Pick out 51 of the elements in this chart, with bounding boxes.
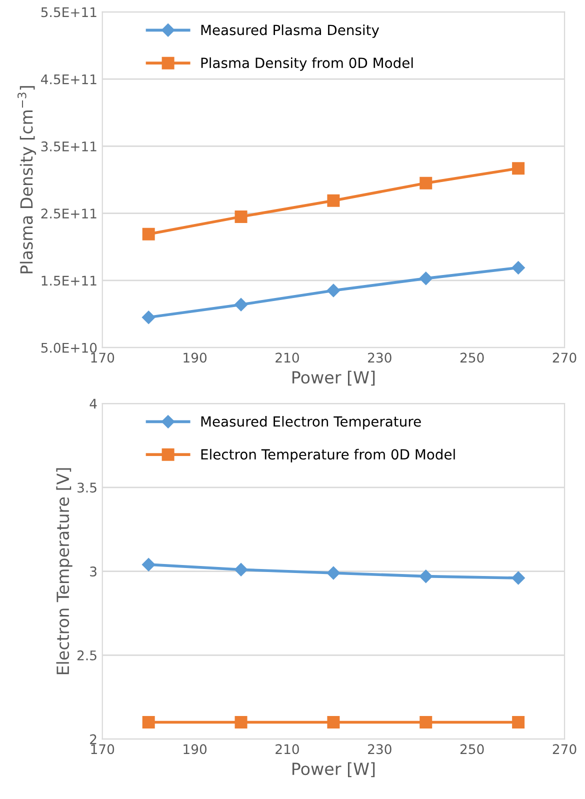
point: [142, 716, 155, 729]
legend-label: Plasma Density from 0D Model: [201, 57, 413, 71]
x-tick-label: 270: [552, 744, 576, 754]
point: [326, 284, 340, 298]
x-tick-label: 170: [91, 352, 114, 363]
point: [512, 162, 525, 175]
point: [327, 716, 340, 729]
y-tick-label: 5.0E+10: [41, 342, 97, 353]
point: [512, 716, 525, 729]
point: [142, 558, 156, 572]
x-tick-label: 230: [368, 744, 392, 754]
point: [419, 272, 432, 286]
x-tick-label: 210: [276, 352, 299, 363]
y-tick-label: 4: [90, 398, 97, 409]
x-tick-label: 230: [368, 352, 392, 363]
x-axis-title: Power [W]: [292, 762, 375, 778]
y-axis-title: Electron Temperature [V]: [56, 468, 72, 674]
x-tick-label: 210: [276, 744, 299, 754]
point: [512, 261, 525, 274]
y-tick-label: 5.5E+11: [41, 7, 96, 18]
point: [419, 570, 432, 583]
x-axis-title: Power [W]: [292, 370, 375, 386]
y-tick-label: 2.5E+11: [41, 208, 96, 219]
point: [420, 176, 432, 190]
x-tick-label: 170: [91, 744, 114, 754]
y-tick-label: 1.5E+11: [42, 276, 96, 286]
point: [142, 310, 156, 324]
point: [327, 194, 340, 207]
y-axis-title: Plasma Density [cm$^{−3}$]: [18, 86, 36, 274]
legend-label: Measured Plasma Density: [201, 24, 380, 38]
point: [420, 716, 432, 729]
x-tick-label: 250: [460, 744, 484, 754]
y-tick-label: 2.5: [78, 650, 96, 660]
legend-label: Measured Electron Temperature: [201, 416, 421, 430]
y-tick-label: 3.5: [78, 482, 96, 493]
y-tick-label: 3: [90, 566, 96, 576]
x-tick-label: 270: [552, 352, 576, 363]
legend-label: Electron Temperature from 0D Model: [201, 448, 455, 462]
point: [234, 298, 248, 312]
x-tick-label: 190: [184, 352, 207, 363]
point: [234, 563, 248, 576]
point: [234, 210, 248, 223]
point: [142, 228, 155, 240]
point: [234, 716, 248, 729]
x-tick-label: 190: [184, 744, 207, 754]
y-tick-label: 2: [90, 734, 96, 744]
point: [512, 571, 525, 585]
x-tick-label: 250: [460, 352, 484, 363]
point: [326, 566, 340, 580]
y-tick-label: 3.5E+11: [41, 141, 96, 152]
y-tick-label: 4.5E+11: [40, 74, 96, 84]
